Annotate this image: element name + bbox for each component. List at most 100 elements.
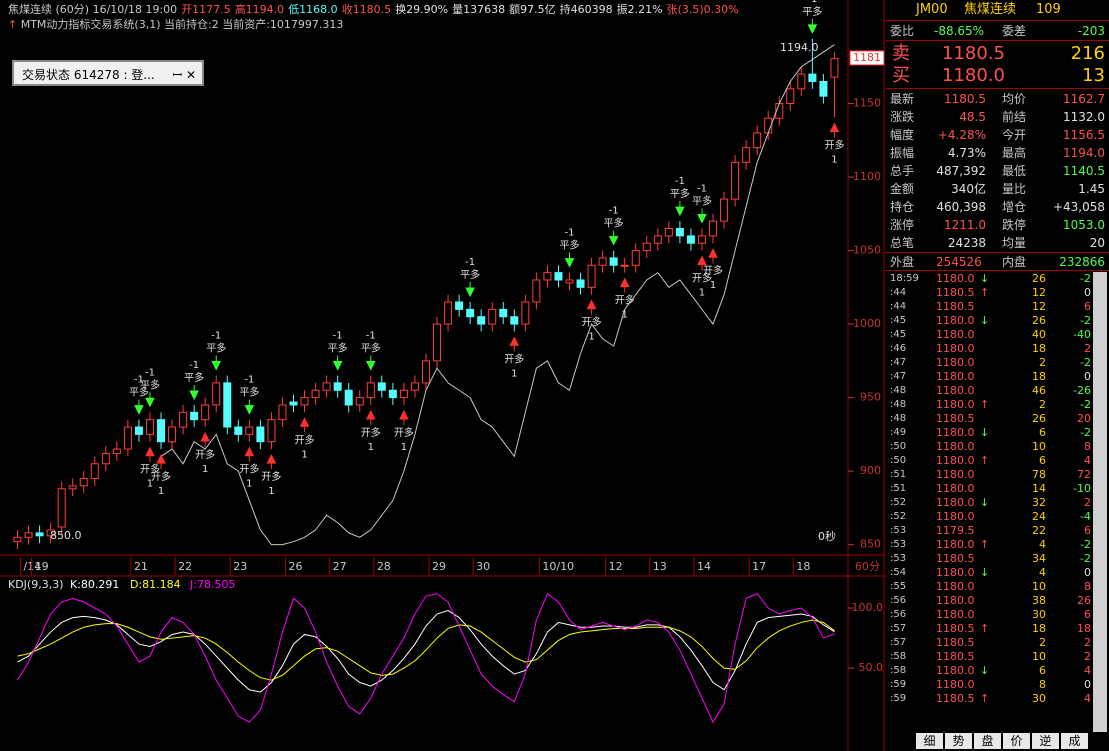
- open-long-arrow: [697, 255, 707, 271]
- signal-label: 平多: [239, 386, 259, 399]
- tick-change: 0: [1084, 566, 1091, 579]
- tick-change: 4: [1084, 454, 1091, 467]
- candle-body: [145, 419, 154, 435]
- label: 量比: [1002, 182, 1027, 196]
- tick-price: 1180.0: [936, 328, 975, 341]
- period-label: 60分: [855, 560, 880, 573]
- signal-label: 平多: [129, 386, 149, 399]
- value: 48.5: [959, 110, 986, 124]
- tick-volume: 8: [1039, 678, 1046, 691]
- signal-label: 开多: [703, 264, 723, 277]
- signal-qty: -1: [565, 228, 575, 239]
- signal-label: 平多: [604, 217, 624, 230]
- signal-label: 平多: [140, 378, 160, 391]
- tick-dir: ↓: [980, 314, 990, 327]
- tick-time: :45: [890, 329, 907, 340]
- legend-entry: D:81.184: [130, 578, 181, 591]
- tick-price: 1180.0: [936, 664, 975, 677]
- label: 内盘: [1002, 255, 1027, 269]
- kdj-line: [17, 592, 835, 724]
- tick-dir: ↑: [980, 692, 990, 705]
- trade-status-popup[interactable]: 交易状态 614278 : 登... ꟷ ✕: [12, 60, 204, 86]
- value: -203: [1077, 24, 1105, 38]
- tick-change: -2: [1080, 426, 1091, 439]
- signal-label: 平多: [184, 371, 204, 384]
- tick-volume: 4: [1039, 566, 1046, 579]
- x-tick-label: 26: [289, 560, 303, 573]
- tick-dir: ↑: [980, 286, 990, 299]
- tick-change: -4: [1080, 510, 1091, 523]
- x-tick-label: 28: [377, 560, 391, 573]
- tick-change: -2: [1080, 314, 1091, 327]
- tick-time: :59: [890, 693, 907, 704]
- kdj-line: [17, 619, 835, 681]
- candle-body: [620, 264, 629, 267]
- tick-change: 8: [1084, 440, 1091, 453]
- tick-dir: ↓: [980, 496, 990, 509]
- candle-body: [223, 382, 232, 428]
- tab[interactable]: 逆: [1032, 733, 1059, 749]
- signal-label: 平多: [206, 342, 226, 355]
- open-long-arrow: [399, 409, 409, 425]
- tick-price: 1180.0: [936, 566, 975, 579]
- price-tag-box: [849, 50, 885, 66]
- value: 24238: [947, 236, 986, 250]
- tick-time: :47: [890, 371, 907, 382]
- tick-change: 2: [1084, 342, 1091, 355]
- candle-body: [57, 488, 66, 528]
- tick-price: 1180.0: [936, 496, 975, 509]
- candle-body: [123, 426, 132, 450]
- candle-body: [322, 382, 331, 391]
- tab[interactable]: 势: [945, 733, 972, 749]
- tab[interactable]: 成: [1061, 733, 1088, 749]
- tick-dir: ↑: [980, 454, 990, 467]
- legend-entry: K:80.291: [70, 578, 119, 591]
- candle-body: [101, 452, 110, 465]
- popup-close[interactable]: ꟷ ✕: [172, 68, 196, 82]
- signal-label: 开多: [692, 272, 712, 285]
- y-tick-label: 850: [860, 538, 881, 551]
- signal-qty: 1: [699, 288, 705, 299]
- open-long-arrow: [299, 417, 310, 433]
- signal-label: 平多: [460, 268, 480, 281]
- tick-time: :50: [890, 441, 907, 452]
- candle-body: [554, 272, 563, 281]
- close-long-arrow: [608, 230, 619, 246]
- tick-price: 1180.0: [936, 440, 975, 453]
- x-tick-label: 18: [796, 560, 810, 573]
- open-long-arrow: [708, 248, 718, 264]
- separator: [886, 88, 1109, 89]
- y-tick-label: 900: [860, 464, 881, 477]
- open-long-arrow: [365, 409, 376, 425]
- tick-change: 72: [1077, 468, 1091, 481]
- tab[interactable]: 细: [916, 733, 943, 749]
- candle-body: [653, 235, 662, 244]
- tick-price: 1180.0: [936, 384, 975, 397]
- tick-price: 1180.0: [936, 594, 975, 607]
- x-tick-label: 17: [752, 560, 766, 573]
- value: 340亿: [951, 182, 986, 196]
- tick-price: 1180.0: [936, 580, 975, 593]
- label: 今开: [1002, 128, 1027, 142]
- book-label: 买: [892, 65, 910, 86]
- tick-dir: ↓: [980, 272, 990, 285]
- tab[interactable]: 盘: [974, 733, 1001, 749]
- assets: 当前资产:1017997.313: [222, 18, 344, 31]
- tick-price: 1180.5: [936, 286, 975, 299]
- tab[interactable]: 价: [1003, 733, 1030, 749]
- candle-body: [190, 411, 199, 421]
- label: 幅度: [890, 128, 915, 142]
- tick-time: :59: [890, 679, 907, 690]
- tick-time: :48: [890, 413, 907, 424]
- candle-body: [455, 301, 464, 310]
- tick-time: :53: [890, 553, 907, 564]
- high-label: 1194.0: [780, 41, 819, 54]
- open-long-arrow: [156, 453, 166, 470]
- y-tick-label: 1050: [853, 244, 881, 257]
- quote-panel: JM00 焦煤连续 109 委比 -88.65% 委差 -203 卖 1180.5 216 买 118…: [886, 0, 1109, 751]
- tick-price: 1180.0: [936, 678, 975, 691]
- signal-qty: 1: [202, 464, 208, 475]
- value: 1.45: [1078, 182, 1105, 196]
- close-long-arrow: [697, 208, 707, 224]
